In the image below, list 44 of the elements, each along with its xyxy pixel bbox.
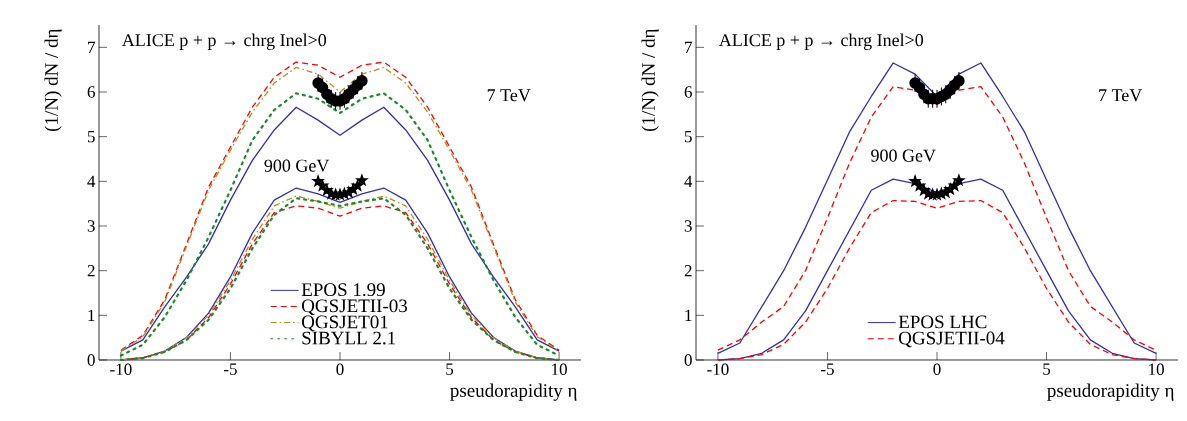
- legend-label: EPOS LHC: [898, 315, 987, 329]
- y-tick-label: 2: [684, 265, 692, 277]
- y-tick-label: 2: [87, 265, 95, 277]
- y-axis-title: (1/N) dN / dη: [44, 29, 62, 132]
- x-tick-label: -5: [821, 363, 834, 375]
- annotation: 7 TeV: [1099, 89, 1143, 102]
- legend-label: QGSJETII-04: [898, 331, 1005, 348]
- x-tick-label: 0: [933, 363, 941, 376]
- legend-label: EPOS 1.99: [301, 283, 385, 297]
- legend-label: SIBYLL 2.1: [302, 331, 396, 345]
- annotation: 7 TeV: [487, 89, 531, 102]
- x-tick-label: 10: [552, 363, 567, 376]
- annotation: 900 GeV: [871, 149, 936, 162]
- x-axis-title: pseudorapidity η: [1047, 383, 1174, 401]
- annotation: ALICE p + p → chrg Inel>0: [121, 33, 327, 50]
- y-tick-label: 6: [684, 86, 692, 98]
- annotation: 900 GeV: [264, 159, 330, 172]
- point: [953, 174, 965, 186]
- y-tick-label: 5: [684, 131, 692, 143]
- x-tick-label: 0: [336, 363, 344, 376]
- y-tick-label: 7: [88, 41, 95, 53]
- legend-label: QGSJET01: [301, 315, 388, 332]
- y-tick-label: 3: [87, 220, 95, 232]
- y-tick-label: 3: [684, 220, 692, 232]
- y-tick-label: 5: [87, 131, 95, 143]
- x-tick-label: 10: [1149, 363, 1164, 376]
- y-tick-label: 0: [87, 354, 95, 366]
- x-tick-label: 5: [1043, 363, 1051, 375]
- x-tick-label: -10: [707, 363, 729, 376]
- x-tick-label: -10: [110, 363, 132, 376]
- y-tick-label: 0: [684, 354, 692, 366]
- y-tick-label: 1: [88, 309, 95, 321]
- y-tick-label: 1: [685, 309, 692, 321]
- x-tick-label: -5: [224, 363, 237, 375]
- legend-label: QGSJETII-03: [301, 299, 408, 316]
- x-axis-title: pseudorapidity η: [450, 383, 577, 401]
- point: [356, 174, 368, 186]
- y-tick-label: 4: [87, 175, 96, 187]
- y-tick-label: 7: [685, 41, 692, 53]
- y-axis-title: (1/N) dN / dη: [641, 29, 659, 132]
- y-tick-label: 6: [87, 86, 95, 98]
- y-tick-label: 4: [684, 175, 693, 187]
- x-tick-label: 5: [446, 363, 454, 375]
- annotation: ALICE p + p → chrg Inel>0: [718, 33, 924, 50]
